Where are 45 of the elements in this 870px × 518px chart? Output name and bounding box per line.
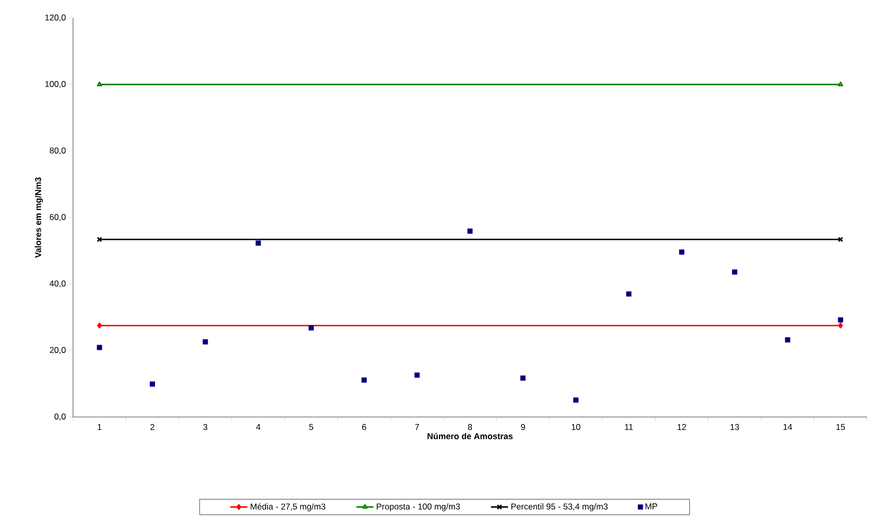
legend-label: Média - 27,5 mg/m3 (250, 503, 326, 512)
legend-label: Percentil 95 - 53,4 mg/m3 (511, 503, 608, 512)
legend-label: Proposta - 100 mg/m3 (376, 503, 460, 512)
y-tick-label: 20,0 (50, 346, 66, 354)
point (467, 228, 473, 234)
x-tick-label: 13 (730, 424, 740, 430)
y-tick-label: 120,0 (45, 14, 66, 22)
y-tick-label: 80,0 (50, 147, 66, 154)
point (732, 269, 738, 275)
point (96, 344, 102, 350)
x-tick-label: 4 (256, 424, 260, 430)
point (414, 372, 420, 378)
x-tick-label: 7 (415, 424, 420, 430)
y-axis-title: Valores em mg/Nm3 (34, 177, 43, 258)
point (202, 339, 208, 344)
point (150, 381, 156, 387)
x-tick-label: 15 (836, 424, 845, 430)
legend-label: MP (646, 503, 658, 510)
point (785, 337, 790, 342)
y-tick-label: 100,0 (45, 80, 66, 88)
x-tick-label: 8 (468, 424, 472, 430)
x-tick-label: 5 (309, 424, 314, 430)
x-tick-label: 1 (98, 424, 102, 430)
point (308, 325, 314, 330)
x-tick-label: 10 (572, 424, 580, 430)
y-tick-label: 40,0 (50, 280, 66, 288)
x-axis-title: Número de Amostras (428, 432, 513, 440)
x-tick-label: 6 (362, 424, 366, 430)
x-tick-label: 9 (520, 424, 525, 430)
point (256, 240, 261, 246)
point (362, 377, 367, 383)
y-tick-label: 60,0 (50, 214, 66, 221)
x-tick-label: 12 (678, 424, 686, 430)
x-tick-label: 14 (784, 424, 792, 430)
point (573, 397, 578, 403)
x-tick-label: 3 (203, 424, 208, 430)
point (838, 317, 844, 322)
point (520, 375, 526, 381)
x-tick-label: 2 (150, 424, 154, 430)
x-tick-label: 11 (625, 424, 633, 430)
point (679, 249, 684, 255)
y-tick-label: 0,0 (54, 413, 66, 420)
point (97, 322, 102, 328)
point (626, 291, 632, 297)
point (838, 322, 843, 328)
